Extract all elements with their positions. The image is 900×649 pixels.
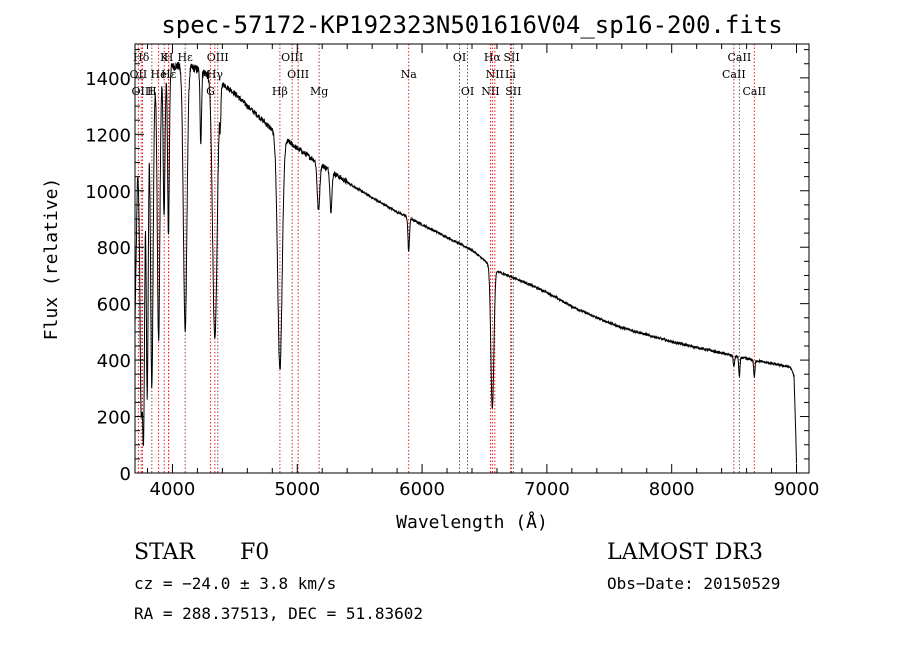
spectral-line-label: Li bbox=[505, 68, 516, 81]
x-tick-label: 9000 bbox=[774, 479, 820, 500]
plot-frame bbox=[134, 43, 810, 474]
spectral-line-label: OIII bbox=[281, 51, 303, 64]
y-tick-label: 400 bbox=[97, 351, 131, 372]
spectral-line-label: SII bbox=[503, 51, 519, 64]
y-tick-label: 0 bbox=[120, 464, 131, 485]
spectral-line-label: OI bbox=[461, 85, 474, 98]
y-tick-label: 1000 bbox=[85, 182, 131, 203]
spectral-line-label: H bbox=[164, 51, 174, 64]
spectral-line-label: SII bbox=[505, 85, 521, 98]
spectral-subclass: F0 bbox=[240, 540, 270, 565]
spectral-line-label: G bbox=[206, 85, 215, 98]
object-class: STAR bbox=[134, 540, 195, 565]
y-tick-label: 1200 bbox=[85, 125, 131, 146]
spectrum-series bbox=[134, 61, 797, 464]
spectral-line-label: K bbox=[160, 51, 169, 64]
spectrum-line bbox=[134, 61, 797, 464]
spectral-line-label: Hε bbox=[178, 51, 194, 64]
spectral-line-label: OIII bbox=[131, 85, 153, 98]
survey-name: LAMOST DR3 bbox=[607, 540, 763, 565]
x-tick-label: 5000 bbox=[274, 479, 320, 500]
spectral-line-label: CaII bbox=[722, 68, 746, 81]
y-tick-label: 800 bbox=[97, 238, 131, 259]
spectral-line-label: Hγ bbox=[207, 68, 224, 81]
spectral-line-label: H bbox=[147, 85, 157, 98]
y-axis-label: Flux (relative) bbox=[41, 178, 62, 341]
spectral-line-label: OI bbox=[453, 51, 466, 64]
spectral-line-label: OIII bbox=[287, 68, 309, 81]
spectral-line-label: OIII bbox=[207, 51, 229, 64]
y-tick-label: 1400 bbox=[85, 69, 131, 90]
spectral-line-label: NII bbox=[481, 85, 499, 98]
chart-title: spec-57172-KP192323N501616V04_sp16-200.f… bbox=[161, 11, 782, 39]
x-tick-label: 8000 bbox=[649, 479, 695, 500]
spectral-line-label: He bbox=[151, 68, 167, 81]
observation-date: Obs−Date: 20150529 bbox=[607, 574, 781, 593]
x-tick-label: 6000 bbox=[399, 479, 445, 500]
redshift-velocity: cz = −24.0 ± 3.8 km/s bbox=[134, 574, 337, 593]
spectral-line-label: Hε bbox=[161, 68, 177, 81]
spectral-line-label: Hα bbox=[484, 51, 502, 64]
axis-ticks: 4000 5000 6000 7000 8000 9000 0 200 400 600 800 100… bbox=[85, 44, 819, 500]
spectral-line-label: Mg bbox=[310, 85, 328, 98]
spectral-line-label: Na bbox=[401, 68, 418, 81]
coordinates: RA = 288.37513, DEC = 51.83602 bbox=[134, 604, 423, 623]
y-tick-label: 600 bbox=[97, 295, 131, 316]
spectral-line-label: CaII bbox=[728, 51, 752, 64]
x-axis-label: Wavelength (Å) bbox=[396, 511, 548, 533]
spectral-line-label: Hδ bbox=[133, 51, 150, 64]
spectral-line-label: OII bbox=[130, 68, 148, 81]
spectral-line-label: CaII bbox=[742, 85, 766, 98]
spectral-line-label: NII bbox=[486, 68, 504, 81]
x-tick-label: 4000 bbox=[150, 479, 196, 500]
y-tick-label: 200 bbox=[97, 408, 131, 429]
x-tick-label: 7000 bbox=[524, 479, 570, 500]
spectral-line-label: Hβ bbox=[272, 85, 288, 98]
